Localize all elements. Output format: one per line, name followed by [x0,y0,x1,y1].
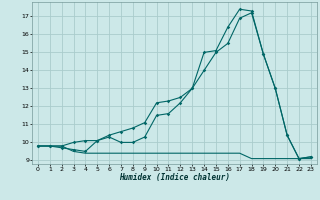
X-axis label: Humidex (Indice chaleur): Humidex (Indice chaleur) [119,173,230,182]
